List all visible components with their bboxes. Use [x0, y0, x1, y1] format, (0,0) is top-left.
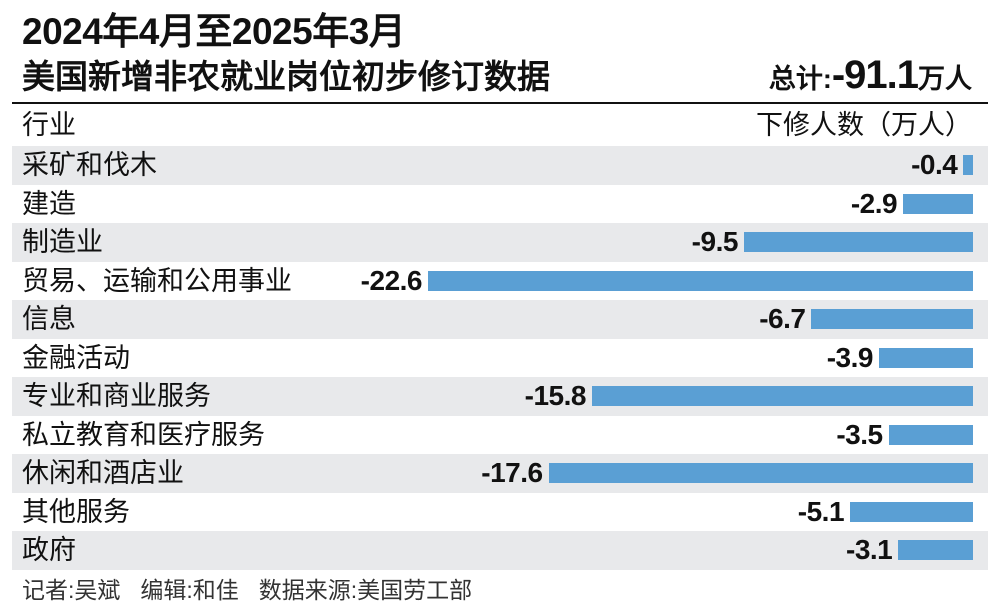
bar-row: 采矿和伐木 -0.4: [12, 146, 988, 185]
data-label: -15.8: [524, 380, 587, 411]
bar-row: 其他服务 -5.1: [12, 493, 988, 532]
bar-row: 私立教育和医疗服务 -3.5: [12, 416, 988, 455]
bar-row: 建造 -2.9: [12, 185, 988, 224]
data-label: -22.6: [360, 264, 423, 296]
revision-column-header: 下修人数（万人）: [756, 110, 972, 140]
bar: [898, 540, 973, 560]
data-label: -2.9: [850, 187, 898, 219]
category-label: 金融活动: [22, 342, 130, 373]
data-label: -0.4: [911, 149, 958, 180]
total-summary: 总计:-91.1万人: [769, 52, 972, 107]
bar: [963, 155, 973, 175]
bar-row: 金融活动 -3.9: [12, 339, 988, 378]
editor-credit: 编辑:和佳: [140, 577, 239, 603]
bar: [743, 232, 973, 252]
total-value: -91.1: [831, 53, 919, 97]
bar: [850, 501, 973, 522]
chart-title-line1: 2024年4月至2025年3月: [22, 11, 406, 52]
category-label: 政府: [22, 535, 76, 565]
category-label: 建造: [22, 188, 76, 219]
category-label: 其他服务: [22, 496, 130, 527]
category-label: 信息: [22, 304, 76, 334]
total-unit: 万人: [918, 64, 972, 94]
bar-row: 政府 -3.1: [12, 531, 988, 570]
category-label: 采矿和伐木: [22, 150, 157, 180]
chart-title-line2: 美国新增非农就业岗位初步修订数据: [22, 58, 550, 95]
category-label: 私立教育和医疗服务: [22, 419, 265, 450]
bar: [811, 309, 973, 329]
data-label: -3.1: [846, 534, 893, 565]
category-label: 休闲和酒店业: [22, 458, 184, 488]
bar: [428, 270, 973, 291]
header-divider: [12, 102, 988, 104]
bar-row: 贸易、运输和公用事业 -22.6: [12, 262, 988, 301]
category-label: 制造业: [22, 227, 103, 257]
data-label: -9.5: [691, 226, 739, 257]
data-label: -6.7: [759, 303, 806, 334]
bar-row: 专业和商业服务 -15.8: [12, 377, 988, 416]
data-label: -3.5: [836, 418, 883, 450]
category-label: 贸易、运输和公用事业: [22, 265, 292, 296]
credits-footer: 记者:吴斌 编辑:和佳 数据来源:美国劳工部: [22, 573, 492, 607]
data-label: -3.9: [826, 341, 874, 373]
bar-row: 制造业 -9.5: [12, 223, 988, 262]
bar: [878, 347, 973, 368]
bar: [903, 193, 973, 214]
reporter-credit: 记者:吴斌: [22, 577, 121, 603]
category-label: 专业和商业服务: [22, 381, 211, 411]
bar: [548, 463, 973, 483]
industry-column-header: 行业: [22, 110, 76, 140]
total-label: 总计:: [768, 64, 832, 94]
data-source: 数据来源:美国劳工部: [258, 577, 473, 603]
data-label: -17.6: [481, 457, 543, 488]
data-label: -5.1: [797, 495, 845, 527]
bar: [591, 386, 973, 406]
bar-row: 休闲和酒店业 -17.6: [12, 454, 988, 493]
bar-row: 信息 -6.7: [12, 300, 988, 339]
bar: [888, 424, 973, 445]
bar-chart-body: 采矿和伐木 -0.4 建造 -2.9 制造业 -9.5 贸易、运输和公用事业 -22.6 信息 -…: [12, 146, 988, 570]
